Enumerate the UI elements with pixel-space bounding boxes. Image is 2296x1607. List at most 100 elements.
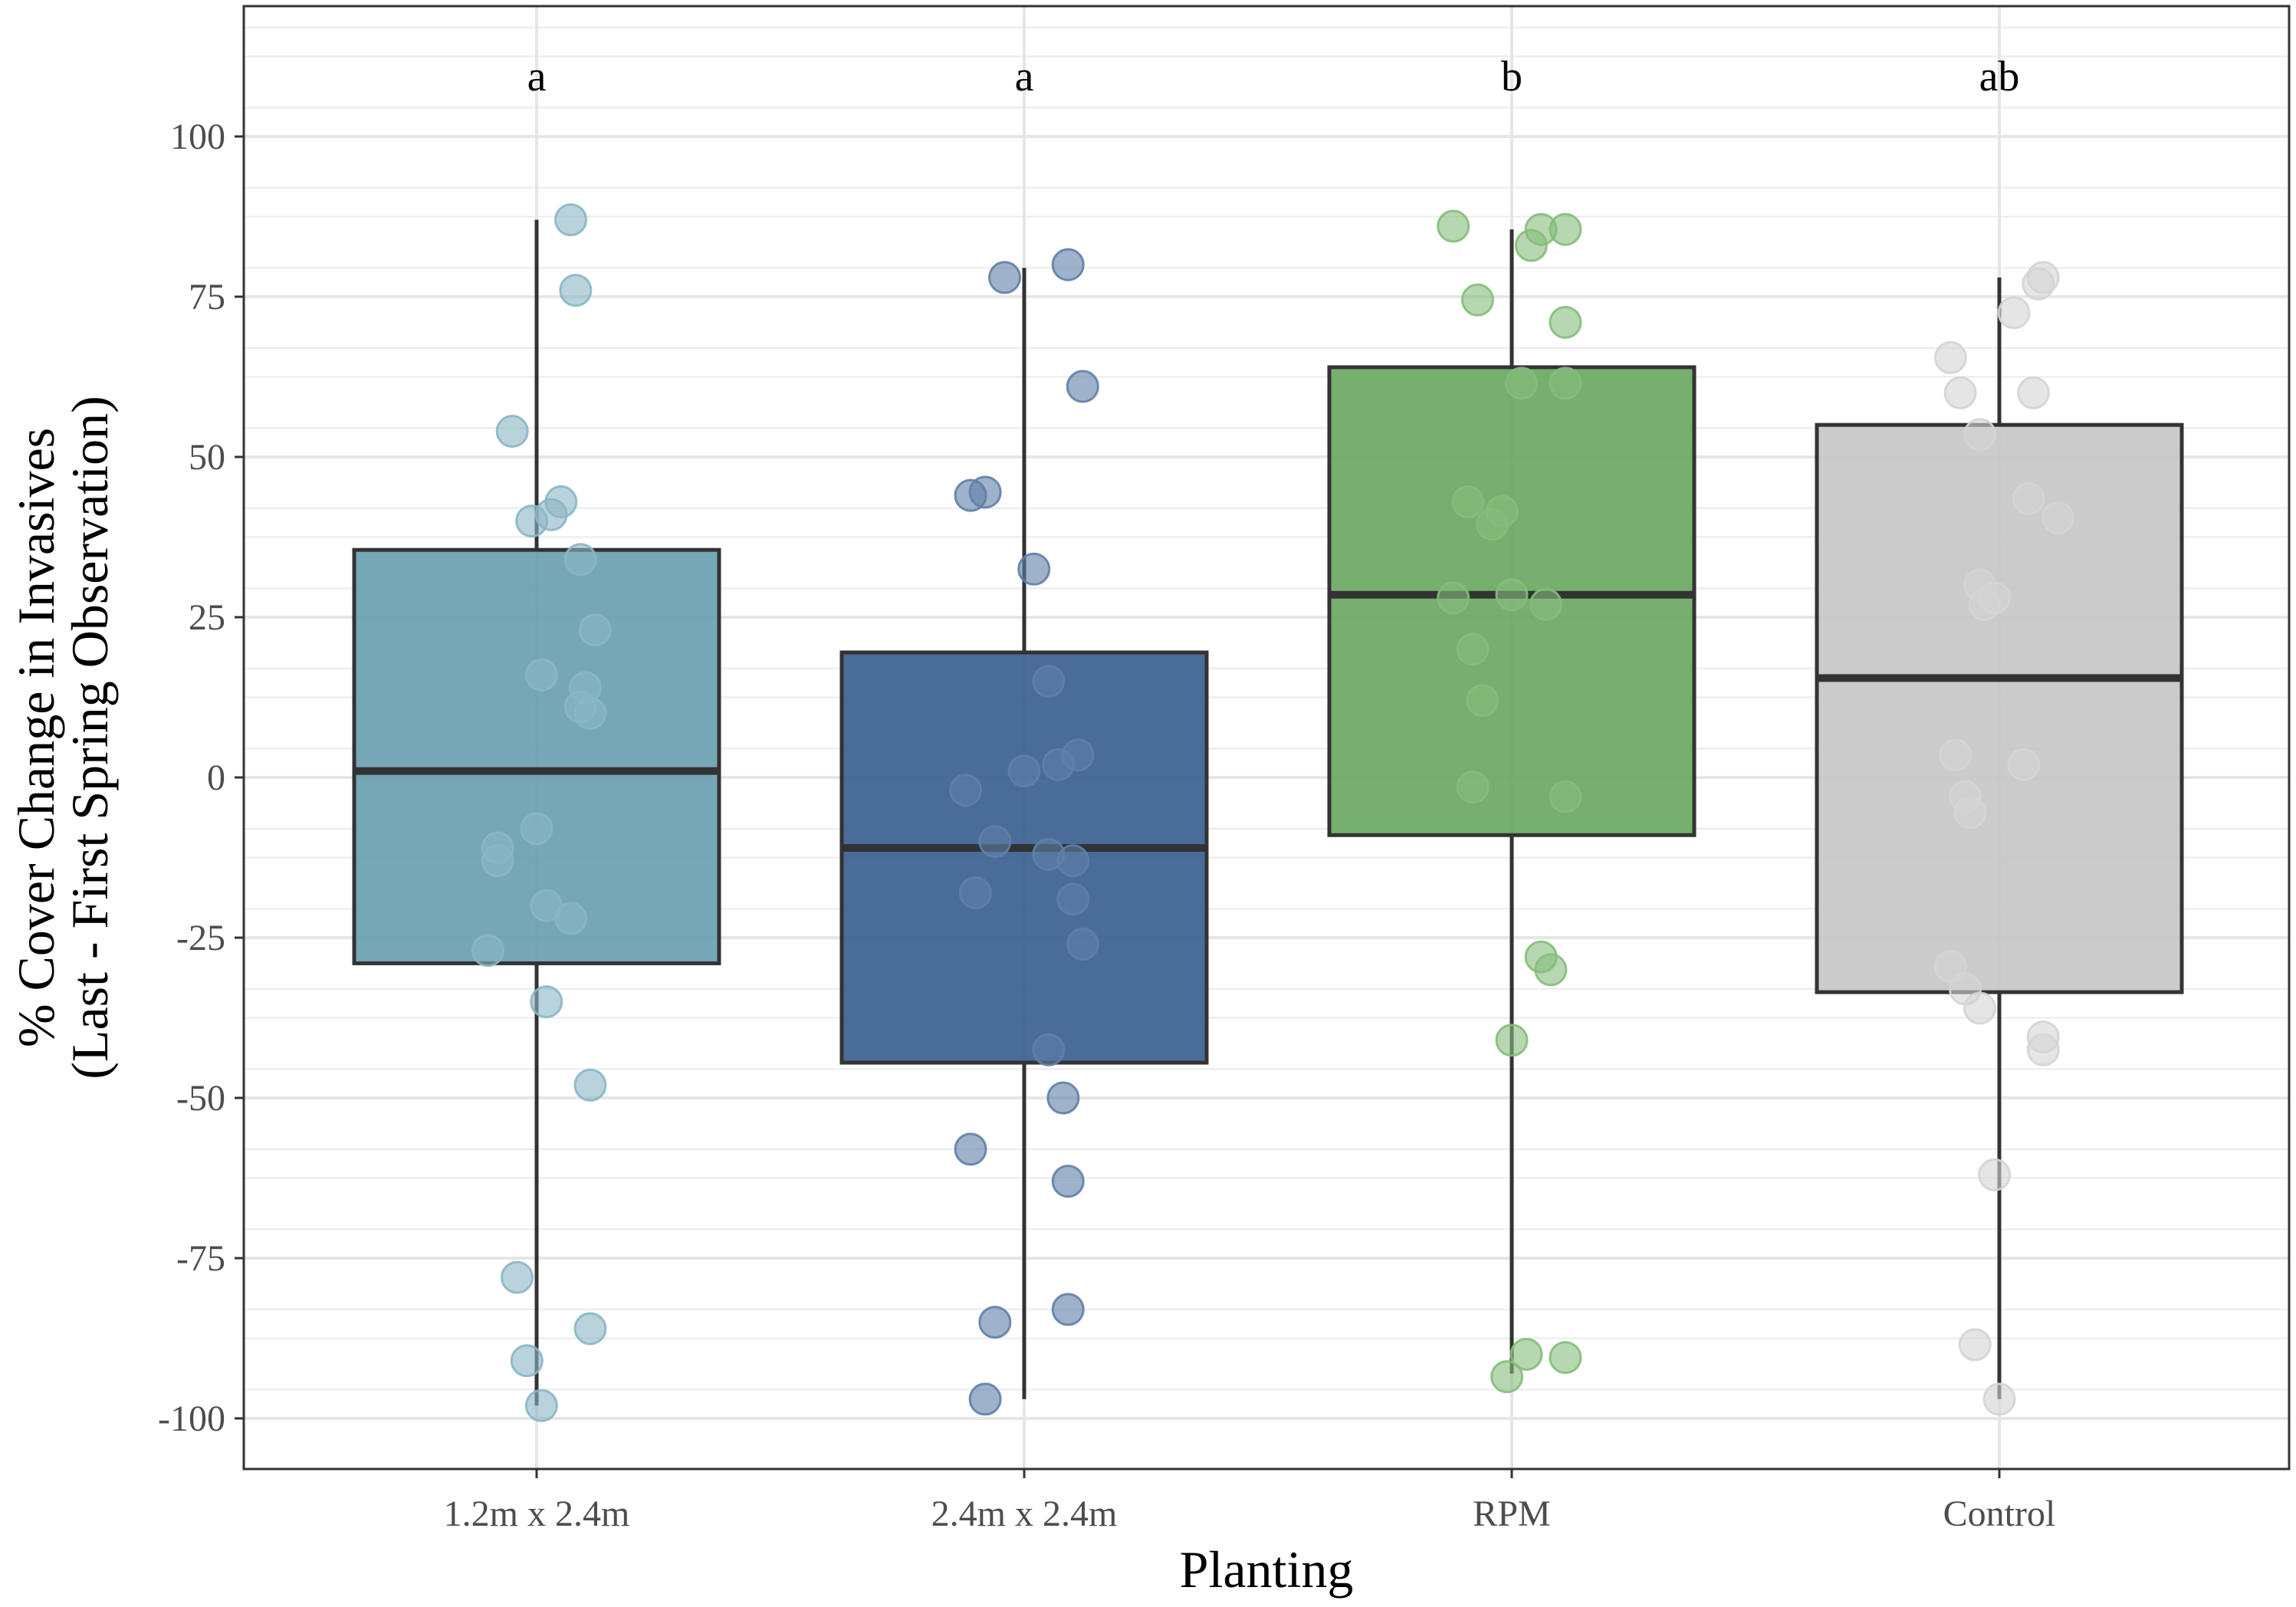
data-point [573,1068,607,1102]
y-tick-label: -50 [176,1078,225,1119]
y-tick-label: -100 [158,1398,225,1439]
plot-panel-border [242,5,2291,1471]
data-point [471,934,504,968]
data-point [1549,780,1582,813]
data-point [1456,771,1490,804]
box-group-3 [1327,229,1697,1374]
data-point [1032,1033,1066,1066]
data-point [1056,844,1090,878]
data-point [1066,927,1099,961]
box-iqr [839,650,1209,1065]
data-point [1963,418,1997,452]
data-point [1549,212,1582,246]
significance-letter: a [527,53,547,100]
letter-layer: a a b ab [527,53,2020,100]
data-point [563,543,597,577]
data-point [573,696,607,730]
box-iqr [1815,422,2184,994]
y-axis-title: % Cover Change in Invasives (Last - Firs… [7,396,119,1079]
data-point [1997,296,2031,330]
data-point [954,1132,987,1166]
y-tick-label: -25 [176,918,225,958]
data-point [1495,1024,1529,1057]
y-tick-label: -75 [176,1238,225,1279]
data-point [1051,1293,1085,1326]
y-tick-label: 0 [207,757,225,798]
data-point [515,504,549,538]
data-point [2017,376,2051,409]
box-group-2 [839,268,1209,1399]
data-point [968,475,1002,509]
data-point [978,1306,1012,1339]
data-point [1978,581,2012,615]
data-point [958,876,992,909]
data-point [1495,578,1529,612]
data-point [510,1344,544,1378]
data-point [1437,581,1470,615]
data-point [2007,748,2041,781]
axis-layer: 100 75 50 25 0 -25 -50 -75 -100 1.2m x 2.4m 2.4m x… [158,117,2055,1534]
data-point [1958,1328,1992,1362]
data-point [1490,1360,1524,1394]
data-point [1549,366,1582,400]
data-point [1456,633,1490,666]
y-axis-title-line-1: % Cover Change in Invasives [7,428,65,1047]
data-point [524,658,558,692]
data-point [1056,882,1090,916]
data-point [520,812,553,846]
data-point [1485,495,1519,528]
data-point [2026,1033,2060,1066]
data-point [1451,485,1485,519]
data-point [988,261,1022,294]
box-layer [352,219,2184,1406]
data-point [2012,481,2045,515]
data-point [559,274,593,307]
data-point [1939,738,1972,772]
significance-letter: a [1015,53,1034,100]
data-point [1061,738,1095,772]
point-layer [471,203,2074,1422]
data-point [1982,1382,2016,1416]
data-point [1549,305,1582,339]
data-point [2022,267,2055,301]
data-point [1529,587,1563,621]
y-axis-title-line-2: (Last - First Spring Observation) [61,396,119,1079]
data-point [1978,1158,2012,1191]
data-point [578,613,612,647]
data-point [1007,754,1041,788]
data-point [1953,796,1987,830]
data-point [1466,684,1499,718]
data-point [1933,340,1967,374]
data-point [1509,1337,1543,1371]
data-point [1534,953,1568,987]
significance-letter: b [1501,53,1522,100]
data-point [1943,376,1977,409]
data-point [2041,501,2074,534]
data-point [481,844,514,878]
data-point [1963,991,1997,1025]
data-point [530,985,563,1019]
data-point [1046,1081,1080,1115]
data-point [978,825,1012,859]
y-tick-label: 50 [189,437,225,478]
y-tick-label: 75 [189,277,225,317]
data-point [554,902,588,935]
box-group-4 [1815,277,2184,1399]
data-point [1460,283,1494,317]
data-point [1066,370,1099,403]
x-tick-label: 2.4m x 2.4m [931,1494,1118,1534]
x-tick-label: RPM [1473,1494,1550,1534]
data-point [949,774,983,807]
data-point [1549,1341,1582,1375]
x-tick-label: Control [1943,1494,2056,1534]
y-tick-label: 100 [170,117,225,157]
data-point [1437,209,1470,243]
significance-letter: ab [1979,53,2020,100]
data-point [554,203,588,237]
data-point [495,415,529,449]
data-point [1017,552,1051,586]
data-point [524,1388,558,1422]
data-point [501,1260,534,1294]
data-point [1051,248,1085,281]
x-tick-label: 1.2m x 2.4m [444,1494,630,1534]
